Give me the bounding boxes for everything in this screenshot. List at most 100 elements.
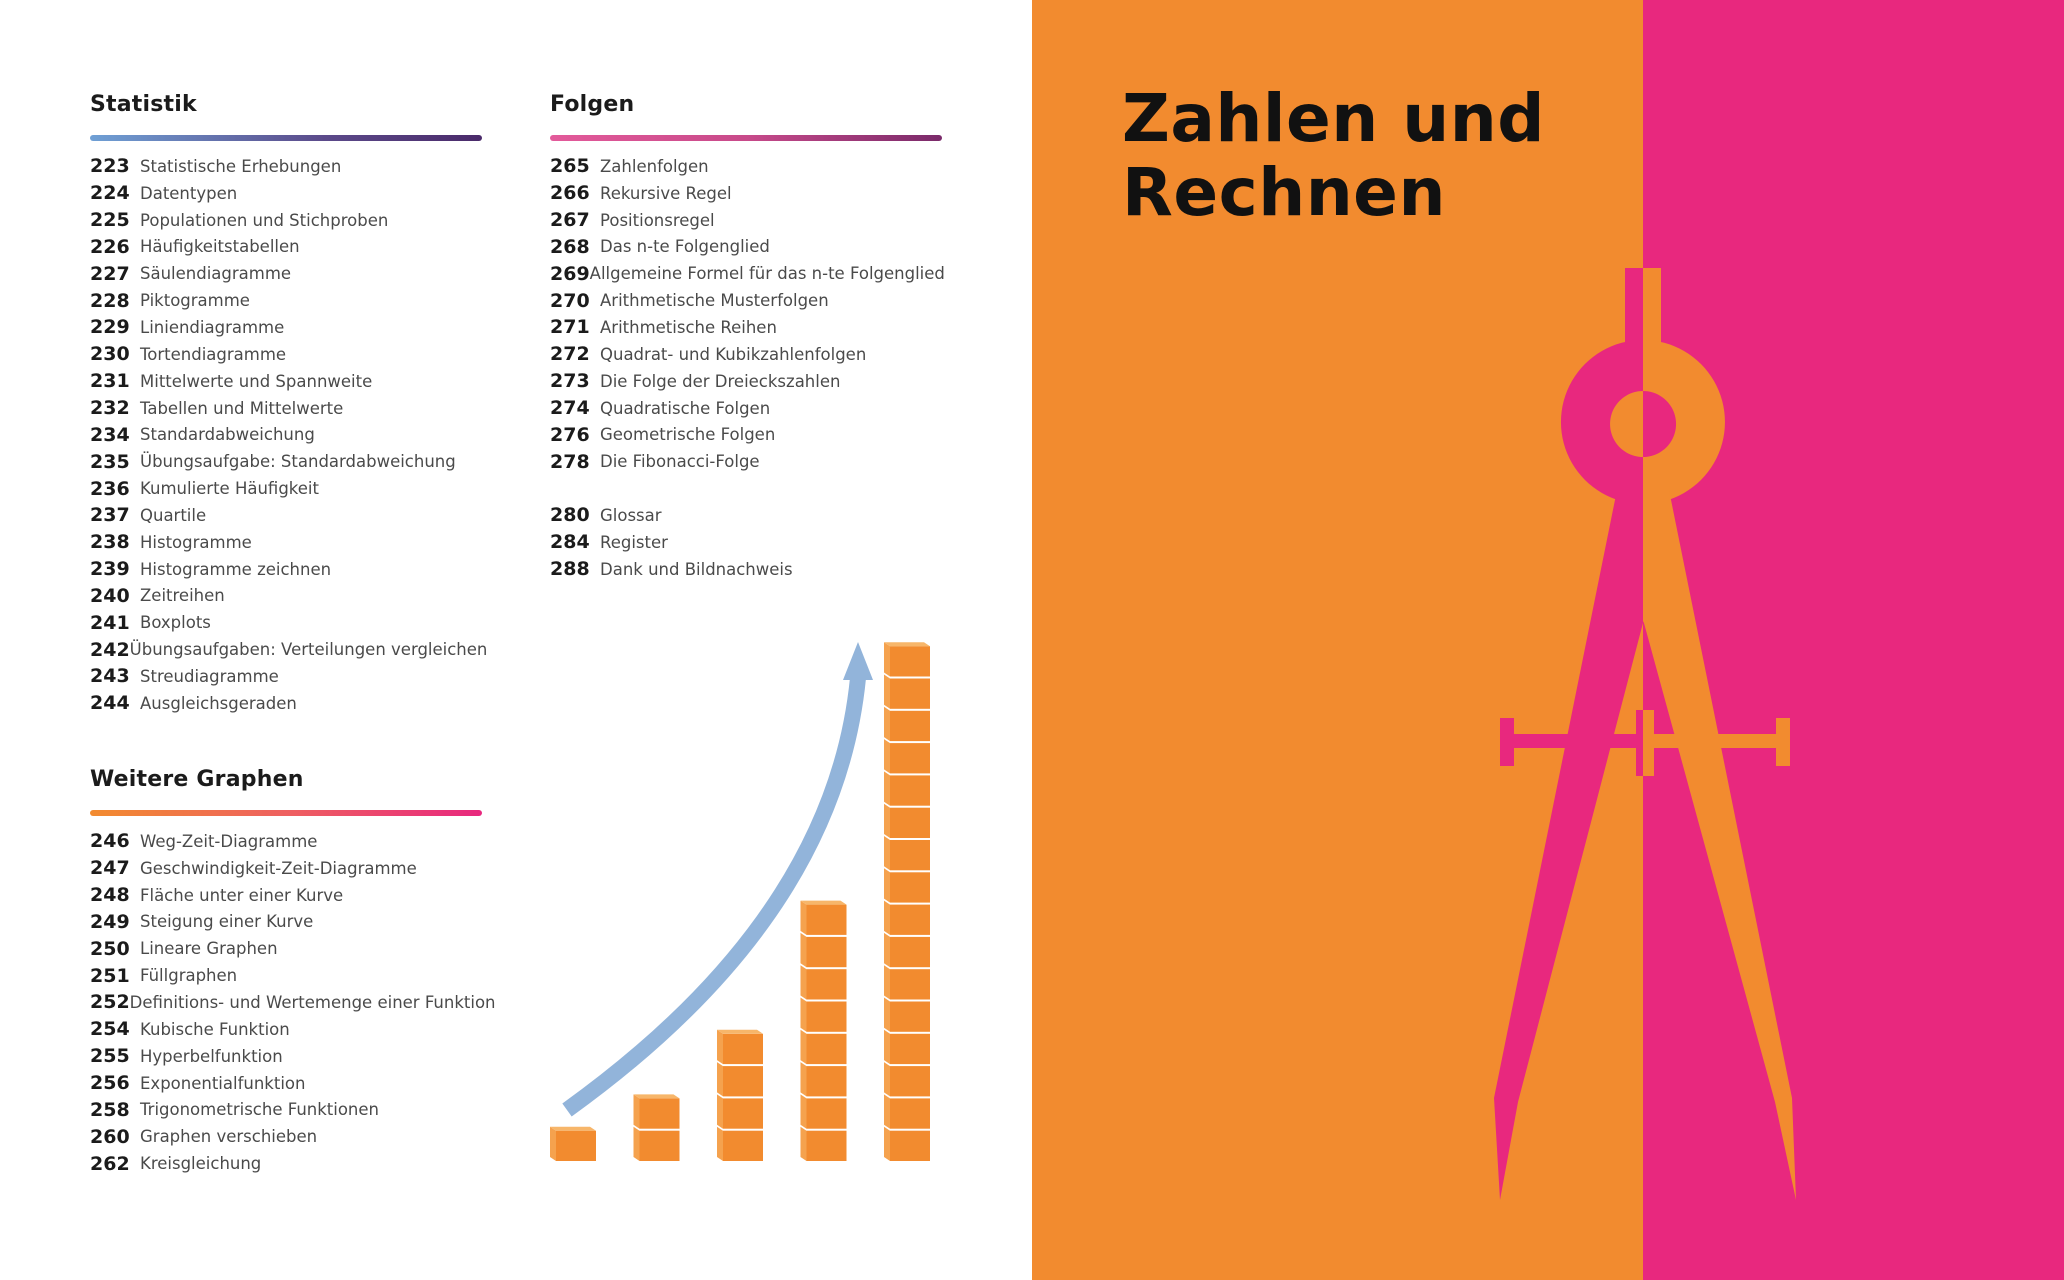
toc-entry[interactable]: 223 Statistische Erhebungen — [90, 153, 482, 180]
toc-entry[interactable]: 251 Füllgraphen — [90, 962, 482, 989]
cube-stack — [800, 900, 847, 1161]
cube — [890, 743, 930, 774]
toc-entry[interactable]: 250 Lineare Graphen — [90, 935, 482, 962]
cube-side — [884, 642, 890, 677]
toc-entry[interactable]: 280 Glossar — [550, 502, 942, 529]
toc-entry[interactable]: 254 Kubische Funktion — [90, 1016, 482, 1043]
toc-entry-title: Das n-te Folgenglied — [600, 237, 770, 257]
toc-entry[interactable]: 229 Liniendiagramme — [90, 314, 482, 341]
cube — [556, 1130, 596, 1161]
toc-entry[interactable]: 256 Exponentialfunktion — [90, 1070, 482, 1097]
toc-page-number: 278 — [550, 450, 590, 473]
cube-side — [717, 1062, 723, 1097]
cube-side — [884, 868, 890, 903]
toc-entry[interactable]: 244 Ausgleichsgeraden — [90, 690, 482, 717]
toc-page-number: 237 — [90, 504, 130, 527]
toc-entry[interactable]: 238 Histogramme — [90, 529, 482, 556]
toc-page-number: 242 — [90, 638, 130, 661]
toc-entry[interactable]: 231 Mittelwerte und Spannweite — [90, 368, 482, 395]
toc-entry[interactable]: 252 Definitions- und Wertemenge einer Fun… — [90, 989, 496, 1016]
cube-side — [884, 706, 890, 742]
toc-entry-title: Zeitreihen — [140, 586, 225, 606]
toc-page-number: 258 — [90, 1098, 130, 1121]
toc-entry[interactable]: 232 Tabellen und Mittelwerte — [90, 395, 482, 422]
toc-entry[interactable]: 242 Übungsaufgaben: Verteilungen vergleic… — [90, 636, 487, 663]
toc-entry[interactable]: 243 Streudiagramme — [90, 663, 482, 690]
toc-entry[interactable]: 266 Rekursive Regel — [550, 180, 942, 207]
toc-entry[interactable]: 248 Fläche unter einer Kurve — [90, 882, 482, 909]
cube-side — [884, 1094, 890, 1129]
toc-page-number: 235 — [90, 450, 130, 473]
toc-entry[interactable]: 236 Kumulierte Häufigkeit — [90, 475, 482, 502]
toc-page-number: 227 — [90, 262, 130, 285]
toc-entry[interactable]: 249 Steigung einer Kurve — [90, 909, 482, 936]
toc-entry[interactable]: 240 Zeitreihen — [90, 583, 482, 610]
toc-entry[interactable]: 265 Zahlenfolgen — [550, 153, 942, 180]
toc-entry[interactable]: 246 Weg-Zeit-Diagramme — [90, 828, 482, 855]
toc-page-number: 276 — [550, 423, 590, 446]
toc-entry[interactable]: 262 Kreisgleichung — [90, 1150, 482, 1177]
toc-entry-title: Allgemeine Formel für das n-te Folgengli… — [589, 264, 945, 284]
toc-entry[interactable]: 270 Arithmetische Musterfolgen — [550, 287, 942, 314]
toc-entry[interactable]: 224 Datentypen — [90, 180, 482, 207]
toc-entry[interactable]: 234 Standardabweichung — [90, 421, 482, 448]
toc-page-number: 236 — [90, 477, 130, 500]
cube — [890, 840, 930, 871]
toc-entry-title: Hyperbelfunktion — [140, 1046, 283, 1066]
toc-entry[interactable]: 226 Häufigkeitstabellen — [90, 234, 482, 261]
cube-side — [800, 900, 807, 935]
toc-entry[interactable]: 258 Trigonometrische Funktionen — [90, 1096, 482, 1123]
toc-page-number: 228 — [90, 289, 130, 312]
toc-page-number: 254 — [90, 1018, 130, 1041]
toc-entry[interactable]: 274 Quadratische Folgen — [550, 395, 942, 422]
cube-side — [800, 1029, 807, 1065]
toc-entry-title: Füllgraphen — [140, 966, 238, 986]
toc-entry[interactable]: 235 Übungsaufgabe: Standardabweichung — [90, 448, 482, 475]
toc-entry-title: Zahlenfolgen — [600, 156, 709, 176]
toc-entry[interactable]: 237 Quartile — [90, 502, 482, 529]
toc-page-number: 255 — [90, 1045, 130, 1068]
toc-entry[interactable]: 278 Die Fibonacci-Folge — [550, 448, 942, 475]
toc-entry[interactable]: 230 Tortendiagramme — [90, 341, 482, 368]
cube-top — [550, 1126, 596, 1131]
toc-entry[interactable]: 267 Positionsregel — [550, 207, 942, 234]
toc-page-number: 243 — [90, 665, 130, 688]
section-divider — [90, 135, 482, 141]
toc-entry[interactable]: 225 Populationen und Stichproben — [90, 207, 482, 234]
toc-entry[interactable]: 288 Dank und Bildnachweis — [550, 556, 942, 583]
pink-panel — [1643, 0, 2064, 1280]
toc-page-number: 273 — [550, 370, 590, 393]
toc-entry[interactable]: 276 Geometrische Folgen — [550, 421, 942, 448]
section-divider — [90, 810, 482, 816]
toc-page-number: 248 — [90, 884, 130, 907]
toc-entry-title: Kreisgleichung — [140, 1154, 262, 1174]
toc-entry[interactable]: 273 Die Folge der Dreieckszahlen — [550, 368, 942, 395]
toc-entry[interactable]: 260 Graphen verschieben — [90, 1123, 482, 1150]
toc-entry[interactable]: 268 Das n-te Folgenglied — [550, 234, 942, 261]
cube-side — [884, 674, 890, 709]
toc-page-number: 247 — [90, 857, 130, 880]
cube-side — [800, 1062, 807, 1097]
toc-entry[interactable]: 255 Hyperbelfunktion — [90, 1043, 482, 1070]
toc-entry-title: Übungsaufgaben: Verteilungen vergleichen — [129, 640, 488, 660]
toc-entry-title: Streudiagramme — [140, 666, 279, 686]
toc-entry[interactable]: 241 Boxplots — [90, 609, 482, 636]
toc-entry-title: Standardabweichung — [140, 425, 315, 445]
toc-entry[interactable]: 272 Quadrat- und Kubikzahlenfolgen — [550, 341, 942, 368]
toc-entry-title: Tortendiagramme — [140, 344, 287, 364]
toc-entry[interactable]: 239 Histogramme zeichnen — [90, 556, 482, 583]
toc-page-number: 274 — [550, 397, 590, 420]
toc-entry[interactable]: 227 Säulendiagramme — [90, 260, 482, 287]
cube — [890, 1033, 930, 1065]
toc-entry[interactable]: 247 Geschwindigkeit-Zeit-Diagramme — [90, 855, 482, 882]
toc-entry-title: Quadratische Folgen — [600, 398, 771, 418]
toc-section-statistik: Statistik 223 Statistische Erhebungen 224… — [90, 91, 487, 717]
cube — [723, 1098, 763, 1129]
cube — [890, 969, 930, 1000]
toc-entry[interactable]: 271 Arithmetische Reihen — [550, 314, 942, 341]
toc-entry-title: Glossar — [600, 505, 662, 525]
toc-entry[interactable]: 284 Register — [550, 529, 942, 556]
toc-entry[interactable]: 269 Allgemeine Formel für das n-te Folgen… — [550, 260, 945, 287]
toc-entry[interactable]: 228 Piktogramme — [90, 287, 482, 314]
cube — [806, 1098, 847, 1129]
